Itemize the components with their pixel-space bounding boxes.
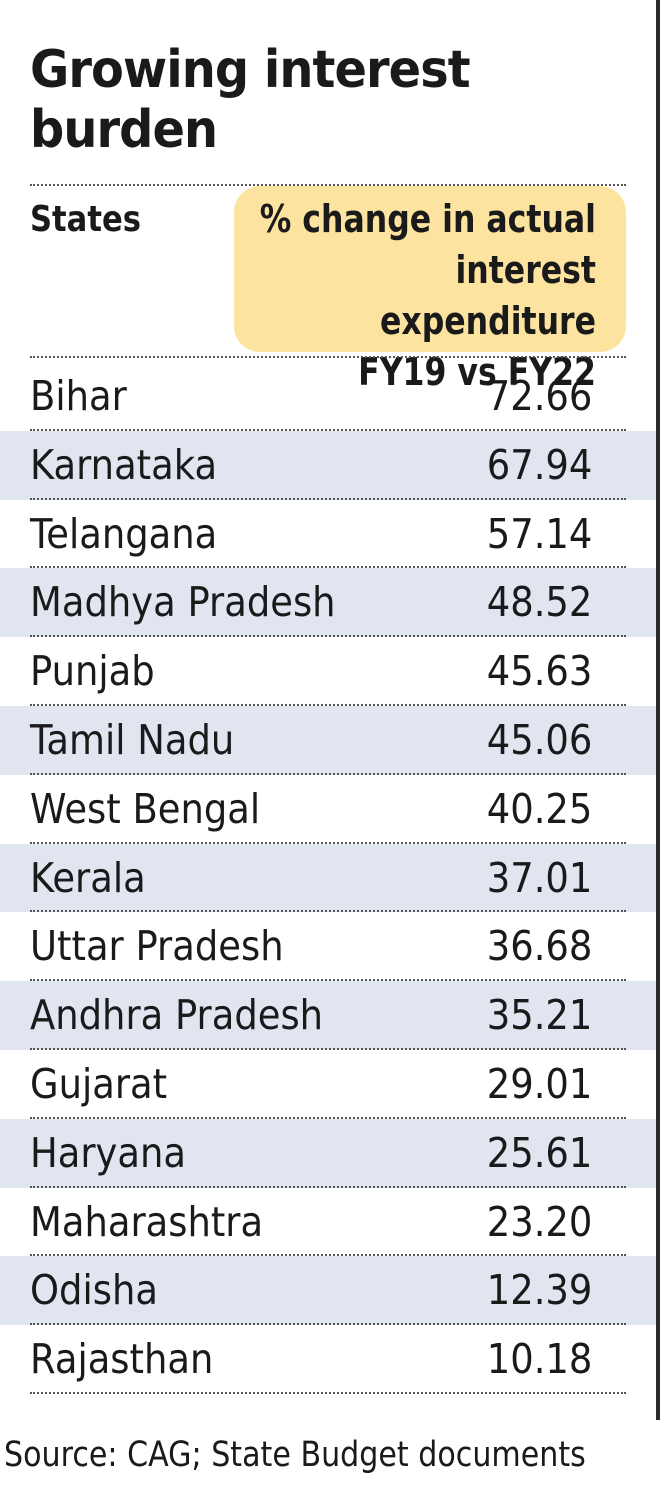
table-row: Tamil Nadu 45.06 bbox=[0, 705, 656, 775]
table-row: Rajasthan 10.18 bbox=[0, 1325, 656, 1394]
column-header-highlight: % change in actual interest expenditure … bbox=[234, 186, 626, 394]
row-divider bbox=[30, 1185, 626, 1188]
interest-change-value: 48.52 bbox=[486, 578, 592, 627]
row-divider bbox=[30, 979, 626, 982]
interest-change-value: 45.63 bbox=[486, 647, 592, 696]
interest-change-value: 72.66 bbox=[486, 372, 592, 420]
interest-change-value: 25.61 bbox=[486, 1128, 592, 1177]
state-name: Tamil Nadu bbox=[30, 715, 235, 764]
infographic-panel: Growing interest burden States % change … bbox=[0, 0, 660, 1420]
state-name: Punjab bbox=[30, 647, 155, 696]
column-header-line-2: interest expenditure bbox=[379, 248, 596, 343]
row-divider bbox=[30, 566, 626, 569]
row-divider bbox=[30, 1391, 626, 1394]
interest-change-value: 67.94 bbox=[486, 440, 592, 489]
row-divider bbox=[30, 1254, 626, 1257]
row-divider bbox=[30, 428, 626, 431]
interest-change-value: 45.06 bbox=[486, 715, 592, 764]
row-divider bbox=[30, 703, 626, 706]
state-name: Rajasthan bbox=[30, 1335, 214, 1384]
state-name: Madhya Pradesh bbox=[30, 578, 336, 627]
table-row: Haryana 25.61 bbox=[0, 1118, 656, 1188]
interest-change-value: 36.68 bbox=[486, 922, 592, 971]
interest-change-value: 35.21 bbox=[486, 991, 592, 1040]
table-row: Kerala 37.01 bbox=[0, 843, 656, 913]
interest-change-value: 29.01 bbox=[486, 1059, 592, 1108]
table-row: Bihar 72.66 bbox=[0, 362, 656, 431]
table-row: Andhra Pradesh 35.21 bbox=[0, 981, 656, 1050]
row-divider bbox=[30, 841, 626, 844]
row-divider bbox=[30, 1047, 626, 1050]
title-divider bbox=[30, 184, 626, 186]
state-name: West Bengal bbox=[30, 784, 261, 833]
state-name: Bihar bbox=[30, 372, 127, 420]
state-name: Kerala bbox=[30, 853, 146, 902]
state-name: Andhra Pradesh bbox=[30, 991, 324, 1040]
row-divider bbox=[30, 1116, 626, 1119]
table-row: Madhya Pradesh 48.52 bbox=[0, 568, 656, 638]
interest-change-value: 23.20 bbox=[486, 1197, 592, 1246]
interest-change-value: 10.18 bbox=[486, 1335, 592, 1384]
table-row: Gujarat 29.01 bbox=[0, 1050, 656, 1119]
row-divider bbox=[30, 772, 626, 775]
table-row: Karnataka 67.94 bbox=[0, 430, 656, 500]
column-header-line-1: % change in actual bbox=[259, 197, 596, 241]
state-name: Uttar Pradesh bbox=[30, 922, 284, 971]
interest-change-value: 40.25 bbox=[486, 784, 592, 833]
row-divider bbox=[30, 497, 626, 500]
table-row: Uttar Pradesh 36.68 bbox=[0, 912, 656, 982]
header-divider bbox=[30, 356, 626, 358]
table-row: Maharashtra 23.20 bbox=[0, 1188, 656, 1257]
state-name: Odisha bbox=[30, 1266, 158, 1315]
source-note: Source: CAG; State Budget documents bbox=[4, 1435, 586, 1475]
column-header-value: % change in actual interest expenditure … bbox=[247, 194, 596, 398]
row-divider bbox=[30, 910, 626, 913]
state-name: Gujarat bbox=[30, 1059, 168, 1108]
row-divider bbox=[30, 635, 626, 638]
row-divider bbox=[30, 1323, 626, 1326]
interest-change-value: 37.01 bbox=[486, 853, 592, 902]
state-name: Telangana bbox=[30, 509, 218, 558]
table-row: Odisha 12.39 bbox=[0, 1256, 656, 1326]
table-row: Telangana 57.14 bbox=[0, 500, 656, 569]
table-row: West Bengal 40.25 bbox=[0, 775, 656, 844]
interest-change-value: 12.39 bbox=[486, 1266, 592, 1315]
table-row: Punjab 45.63 bbox=[0, 637, 656, 706]
data-table: Bihar 72.66 Karnataka 67.94 Telangana 57.14 Ma… bbox=[0, 362, 656, 1394]
column-header-states: States bbox=[30, 199, 141, 240]
state-name: Haryana bbox=[30, 1128, 186, 1177]
state-name: Maharashtra bbox=[30, 1197, 264, 1246]
interest-change-value: 57.14 bbox=[486, 509, 592, 558]
state-name: Karnataka bbox=[30, 440, 218, 489]
chart-title: Growing interest burden bbox=[30, 40, 471, 160]
